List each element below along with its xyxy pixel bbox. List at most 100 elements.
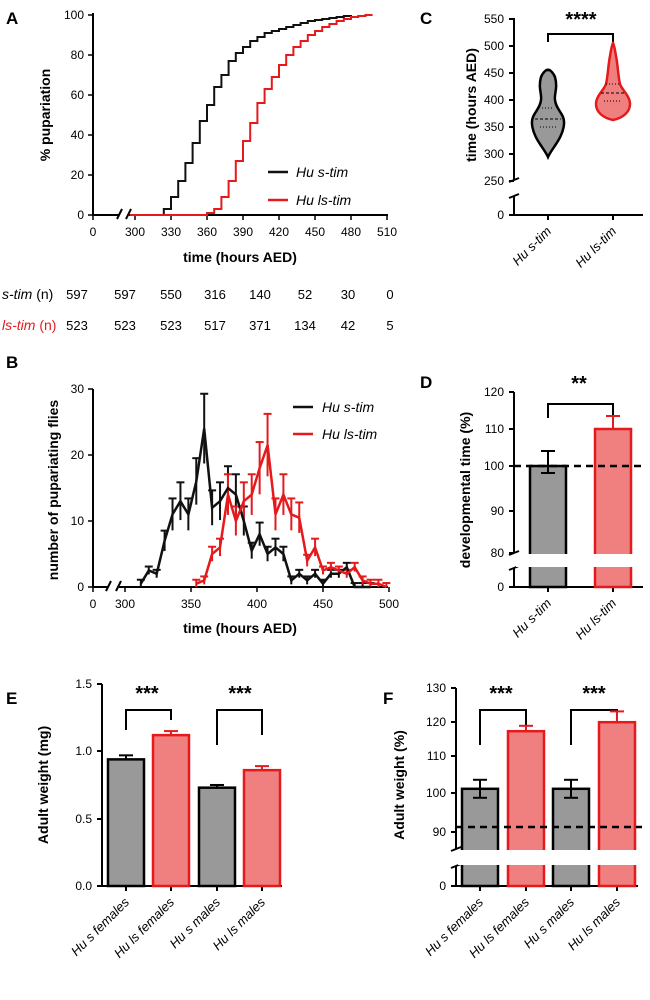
tick-label: 110: [485, 422, 504, 436]
tick-label: 550: [484, 12, 504, 26]
tick-label: 120: [484, 385, 504, 399]
tick-label: 400: [247, 597, 267, 611]
panel-c: C **** 0 250 300 350 400 450 500 550 tim: [420, 9, 643, 270]
axis-break-gap: [516, 554, 646, 567]
panel-e: E *** *** 0.0 0.5 1.0 1.5 Adult weight (…: [6, 677, 282, 961]
panel-b-legend: Hu s-tim Hu ls-tim: [293, 399, 378, 442]
tick-label: 1.0: [75, 744, 92, 758]
panel-e-ylabel: Adult weight (mg): [35, 726, 51, 844]
errorbar: [473, 778, 487, 799]
series-hu-ls-tim: [130, 14, 373, 216]
n-value: 550: [160, 287, 182, 302]
legend-hu-s-tim: Hu s-tim: [296, 164, 348, 180]
tick-label: 1.5: [75, 677, 92, 691]
panel-a-ylabel: % pupariation: [37, 69, 53, 162]
series-hu-s-tim: [130, 15, 352, 216]
tick-label: 300: [115, 597, 135, 611]
bar: [551, 787, 591, 888]
significance-bracket: [125, 709, 172, 730]
category-label: Hu ls-tim: [572, 595, 619, 642]
tick-label: 100: [484, 459, 504, 473]
tick-label: 90: [491, 504, 505, 518]
panel-b: B 0 10 20 30 0 300 350: [6, 353, 399, 636]
panel-b-xticks: 0 300 350 400 450 500: [90, 587, 399, 611]
series-hu-s-tim: [139, 428, 371, 589]
tick-label: 60: [71, 88, 85, 102]
tick-label: 300: [125, 225, 145, 239]
tick-label: 510: [377, 225, 397, 239]
tick-label: 330: [161, 225, 181, 239]
tick-label: 0: [90, 597, 97, 611]
n-value: 523: [66, 318, 88, 333]
panel-f: F *** *** 0 90 100 110 120 130 Adult we: [383, 681, 642, 961]
n-value: 52: [298, 287, 312, 302]
tick-label: 450: [313, 597, 333, 611]
panel-a-xlabel: time (hours AED): [183, 249, 297, 265]
tick-label: 20: [71, 168, 85, 182]
tick-label: 450: [305, 225, 325, 239]
tick-label: 40: [71, 128, 85, 142]
n-value: 597: [66, 287, 88, 302]
tick-label: 0.5: [75, 812, 92, 826]
n-value: 523: [160, 318, 182, 333]
n-value: 0: [386, 287, 393, 302]
panel-c-ylabel: time (hours AED): [463, 48, 479, 162]
legend-hu-ls-tim: Hu ls-tim: [322, 426, 378, 442]
tick-label: 300: [484, 147, 504, 161]
panel-a-xticks: 0 300 330 360 390 420 450 480 510: [90, 215, 397, 239]
category-label: Hu s-tim: [509, 595, 554, 640]
errorbar: [255, 765, 269, 771]
tick-label: 390: [233, 225, 253, 239]
n-value: 140: [249, 287, 271, 302]
panel-d-ylabel: developmental time (%): [457, 412, 473, 568]
bar: [242, 768, 282, 888]
errorbar: [606, 415, 620, 429]
bar-hu-s-tim: [528, 464, 568, 589]
category-label: Hu ls-tim: [572, 223, 619, 270]
n-row-label-ls: ls-tim (n): [2, 317, 56, 333]
tick-label: 450: [484, 66, 504, 80]
tick-label: 250: [484, 174, 504, 188]
n-row-s: 597 597 550 316 140 52 30 0: [66, 287, 393, 302]
tick-label: 0: [497, 208, 504, 222]
panel-b-yticks: 0 10 20 30: [71, 382, 93, 594]
tick-label: 0: [77, 208, 84, 222]
significance-stars: ***: [135, 683, 159, 705]
significance-stars: ***: [582, 683, 606, 705]
tick-label: 80: [491, 546, 505, 560]
violin-hu-s-tim: [530, 68, 566, 161]
significance-bracket: [547, 33, 614, 42]
n-value: 5: [386, 318, 393, 333]
panel-b-axes: [92, 389, 388, 592]
panel-d-label: D: [420, 373, 432, 392]
n-value: 517: [204, 318, 226, 333]
legend-hu-ls-tim: Hu ls-tim: [296, 192, 352, 208]
errorbar: [119, 754, 133, 760]
tick-label: 130: [426, 681, 446, 695]
significance-stars: **: [571, 373, 587, 395]
panel-f-errorbars: [473, 710, 624, 799]
panel-b-xlabel: time (hours AED): [183, 620, 297, 636]
tick-label: 30: [71, 382, 85, 396]
significance-bracket: [479, 709, 527, 745]
panel-c-axes: [508, 18, 643, 220]
errorbar: [610, 710, 624, 723]
tick-label: 0: [439, 879, 446, 893]
significance-bracket: [216, 709, 263, 745]
tick-label: 500: [484, 39, 504, 53]
tick-label: 400: [484, 93, 504, 107]
errorbar: [164, 730, 178, 736]
category-label: Hu s-tim: [509, 223, 554, 268]
panel-a-yticks: 0 20 40 60 80 100: [64, 8, 93, 222]
n-row-label-s: s-tim (n): [2, 286, 53, 302]
series-hu-ls-tim: [195, 444, 387, 589]
tick-label: 90: [433, 825, 447, 839]
panel-a: A 0 20 40 60 80 100: [2, 8, 397, 333]
panel-f-ylabel: Adult weight (%): [391, 730, 407, 840]
tick-label: 0: [77, 580, 84, 594]
n-row-ls: 523 523 523 517 371 134 42 5: [66, 318, 393, 333]
panel-b-label: B: [6, 353, 18, 372]
tick-label: 80: [71, 48, 85, 62]
tick-label: 480: [341, 225, 361, 239]
